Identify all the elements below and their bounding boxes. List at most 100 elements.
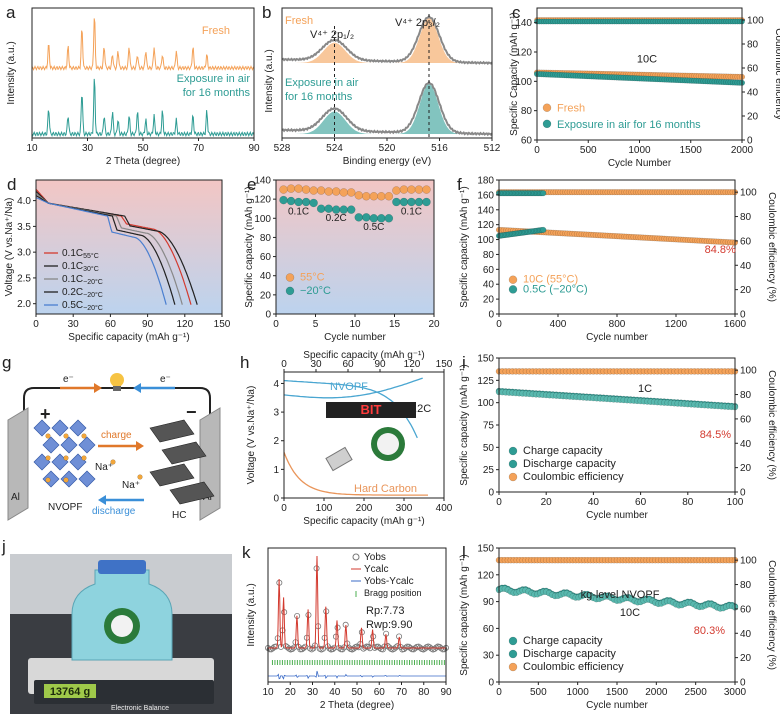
- legend-label: Coulombic efficiency: [523, 661, 624, 673]
- x-tick-label: 20: [541, 497, 553, 508]
- yobs-point: [394, 643, 401, 650]
- scale-display-text: 13764 g: [50, 686, 90, 698]
- y2-tick-label: 60: [740, 604, 752, 615]
- rate-point: [294, 197, 303, 207]
- rate-point: [286, 196, 296, 206]
- x-axis-label: Specific capacity (mAh g⁻¹): [68, 332, 189, 343]
- arrowhead: [133, 383, 141, 393]
- legend-fresh: Fresh: [285, 15, 313, 27]
- legend-marker: [542, 103, 552, 112]
- rate-label: 0.1C: [401, 206, 422, 217]
- yobs-point: [391, 645, 398, 652]
- rate-annotation: 10C: [620, 607, 640, 619]
- y-tick-label: 150: [477, 544, 494, 555]
- left-electrode: [7, 407, 29, 521]
- x-tick-label: 30: [82, 143, 94, 154]
- legend-label: 55°C: [300, 272, 325, 284]
- nvopf-octahedron: [69, 419, 87, 437]
- panel-b-xps-chart: 528 524 520 516 512 Binding energy (eV) Intens…: [262, 3, 501, 167]
- carbon-sheet: [169, 481, 215, 505]
- nvopf-curve: [283, 377, 423, 399]
- y-tick-label: 100: [477, 398, 494, 409]
- x-tick-label: 120: [176, 319, 193, 330]
- na-ion: [110, 459, 116, 465]
- x-tick-label: 1500: [680, 145, 703, 156]
- y-tick-label: 150: [477, 354, 494, 365]
- panel-label: k: [242, 543, 251, 562]
- scale-brand: Electronic Balance: [111, 705, 169, 712]
- y-axis-label: Specific capacity (mAh g⁻¹): [244, 186, 255, 307]
- carbon-sheet: [149, 419, 195, 443]
- rate-point: [414, 197, 424, 207]
- y2-axis-label: Coulombic efficiency (%): [766, 370, 777, 480]
- x-tick-label: 0: [33, 319, 39, 330]
- scale-display: [44, 684, 96, 698]
- panel-label: j: [1, 537, 6, 556]
- x-tick-label: 50: [351, 687, 363, 698]
- led-display-text: BIT: [361, 402, 382, 417]
- y-tick-label: 75: [483, 421, 495, 432]
- anode-label: HC: [172, 510, 186, 521]
- legend-sub: 30°C: [83, 265, 99, 273]
- y-axis-label: Voltage (V vs.Na⁺/Na): [4, 198, 15, 297]
- xrd-exposed-line: [31, 78, 255, 138]
- legend-sub: 55°C: [83, 252, 99, 260]
- rate-label: 0.5C: [363, 222, 384, 233]
- y-tick-label: 160: [477, 190, 494, 201]
- x-axis-label: Cycle number: [586, 510, 648, 521]
- y-tick-label: 125: [477, 376, 494, 387]
- y-tick-label: 100: [515, 77, 532, 88]
- y2-tick-label: 100: [740, 188, 757, 199]
- na-ion: [45, 433, 51, 439]
- legend-label: Charge capacity: [523, 635, 603, 647]
- x-axis-label: Cycle number: [586, 332, 648, 343]
- x2-tick-label: 60: [342, 359, 354, 370]
- x-tick-label: 70: [396, 687, 408, 698]
- nvopf-octahedron: [60, 470, 78, 488]
- diff-line: [268, 670, 446, 680]
- x-tick-label: 40: [588, 497, 600, 508]
- xps-exposed-line: [281, 80, 493, 137]
- nvopf-octahedron: [42, 436, 60, 454]
- y2-tick-label: 0: [740, 488, 746, 499]
- carbon-sheet: [149, 463, 195, 487]
- plot-frame: [281, 7, 493, 139]
- y-tick-label: 40: [260, 271, 272, 282]
- x-tick-label: 80: [682, 497, 694, 508]
- y-tick-label: 4: [273, 379, 279, 390]
- y2-tick-label: 20: [740, 285, 752, 296]
- y2-tick-label: 20: [747, 112, 759, 123]
- yobs-point: [308, 646, 315, 653]
- rate-point: [346, 205, 356, 214]
- x-tick-label: 0: [496, 687, 502, 698]
- panel-k-refinement-chart: 10 20 30 40 50 60 70 80 90 2 Theta (degree) Intens…: [242, 543, 452, 711]
- x-tick-label: 400: [550, 319, 567, 330]
- y-tick-label: 180: [477, 176, 494, 187]
- nvopf-octahedron: [42, 470, 60, 488]
- y2-tick-label: 60: [747, 64, 759, 75]
- y-axis-label: Specific Capacity (mAh g⁻¹): [509, 12, 520, 136]
- na-ion: [45, 477, 51, 483]
- rate-point: [392, 197, 401, 207]
- x-tick-label: 516: [431, 143, 448, 154]
- bottle-label-inner: [111, 615, 133, 637]
- x-tick-label: 90: [248, 143, 260, 154]
- panel-e-rate-chart: 0 5 10 15 20 0 20 40 60 80 100 120 140 Cycle number Sp…: [244, 175, 440, 343]
- yobs-point: [441, 646, 448, 653]
- y2-axis-label: Coulombic efficiency (%): [766, 560, 777, 670]
- nvopf-octahedron: [78, 436, 96, 454]
- retention-annotation: 84.8%: [705, 244, 736, 256]
- x-tick-label: 500: [580, 145, 597, 156]
- x-tick-label: 1500: [606, 687, 629, 698]
- legend-label: 0.5C (−20°C): [523, 283, 588, 295]
- nvopf-octahedron: [78, 470, 96, 488]
- plot-frame: [35, 179, 223, 315]
- y-axis-label: Specific capacity (mAh g⁻¹): [459, 186, 470, 307]
- y2-tick-label: 0: [740, 310, 746, 321]
- y-tick-label: 100: [254, 214, 271, 225]
- legend-fresh: Fresh: [202, 25, 230, 37]
- x2-tick-label: 150: [436, 359, 453, 370]
- rate-point: [309, 186, 318, 195]
- x-axis-label: Cycle Number: [608, 158, 672, 169]
- x-tick-label: 60: [635, 497, 647, 508]
